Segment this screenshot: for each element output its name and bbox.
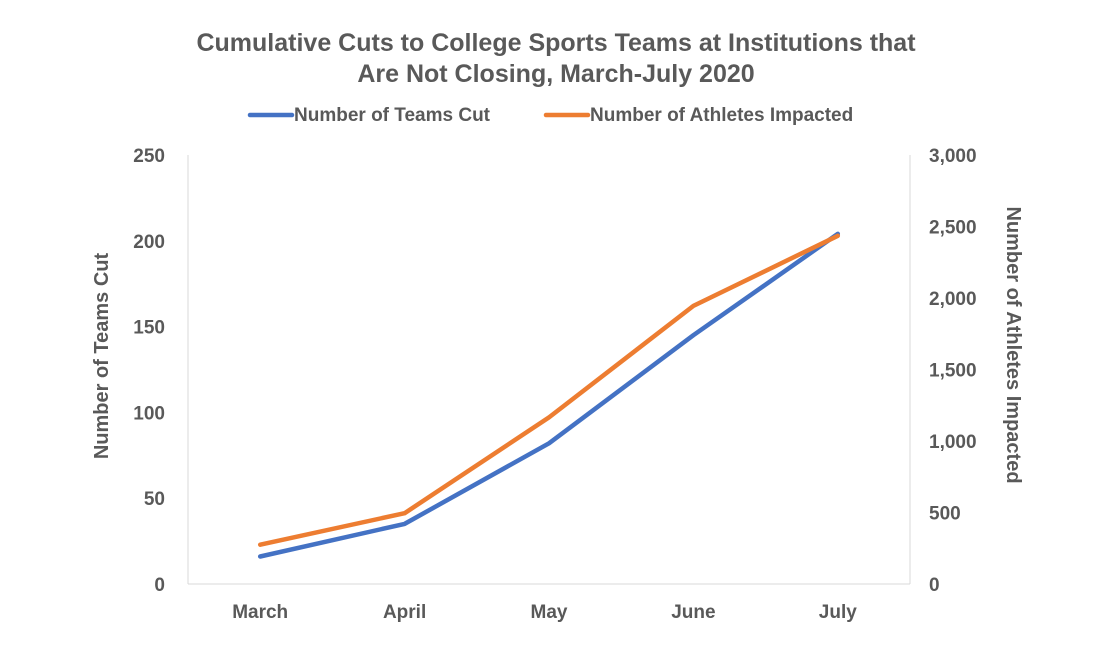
legend-label-teams-cut: Number of Teams Cut: [294, 105, 491, 126]
right-tick-label: 0: [929, 575, 940, 596]
right-tick-label: 2,000: [929, 289, 977, 310]
right-tick-label: 1,000: [929, 432, 977, 453]
left-tick-label: 250: [133, 146, 165, 167]
series-line-teams-cut: [257, 231, 841, 559]
left-tick-label: 50: [144, 489, 165, 510]
right-axis-title: Number of Athletes Impacted: [1002, 206, 1024, 483]
series-line-athletes-impacted: [257, 233, 841, 547]
left-tick-label: 0: [154, 575, 165, 596]
right-axis-ticks: 0 500 1,000 1,500 2,000 2,500 3,000: [929, 146, 977, 596]
right-tick-label: 1,500: [929, 361, 977, 382]
x-tick-label: April: [383, 602, 426, 623]
x-tick-label: July: [819, 602, 857, 623]
x-tick-label: March: [232, 602, 288, 623]
left-tick-label: 100: [133, 403, 165, 424]
right-tick-label: 3,000: [929, 146, 977, 167]
legend-label-athletes-impacted: Number of Athletes Impacted: [590, 105, 853, 126]
chart-title-line-1: Cumulative Cuts to College Sports Teams …: [196, 29, 916, 57]
right-tick-label: 500: [929, 504, 961, 525]
x-axis-ticks: March April May June July: [232, 602, 857, 623]
left-axis-title: Number of Teams Cut: [91, 253, 113, 460]
left-axis-ticks: 0 50 100 150 200 250: [133, 146, 165, 596]
left-tick-label: 150: [133, 318, 165, 339]
series-lines: [257, 231, 841, 559]
left-tick-label: 200: [133, 232, 165, 253]
chart-title-line-2: Are Not Closing, March-July 2020: [357, 60, 754, 88]
chart-title: Cumulative Cuts to College Sports Teams …: [196, 29, 916, 88]
plot-axes: [187, 155, 911, 585]
x-tick-label: June: [671, 602, 715, 623]
x-tick-label: May: [531, 602, 568, 623]
right-tick-label: 2,500: [929, 218, 977, 239]
legend: Number of Teams Cut Number of Athletes I…: [247, 105, 853, 126]
